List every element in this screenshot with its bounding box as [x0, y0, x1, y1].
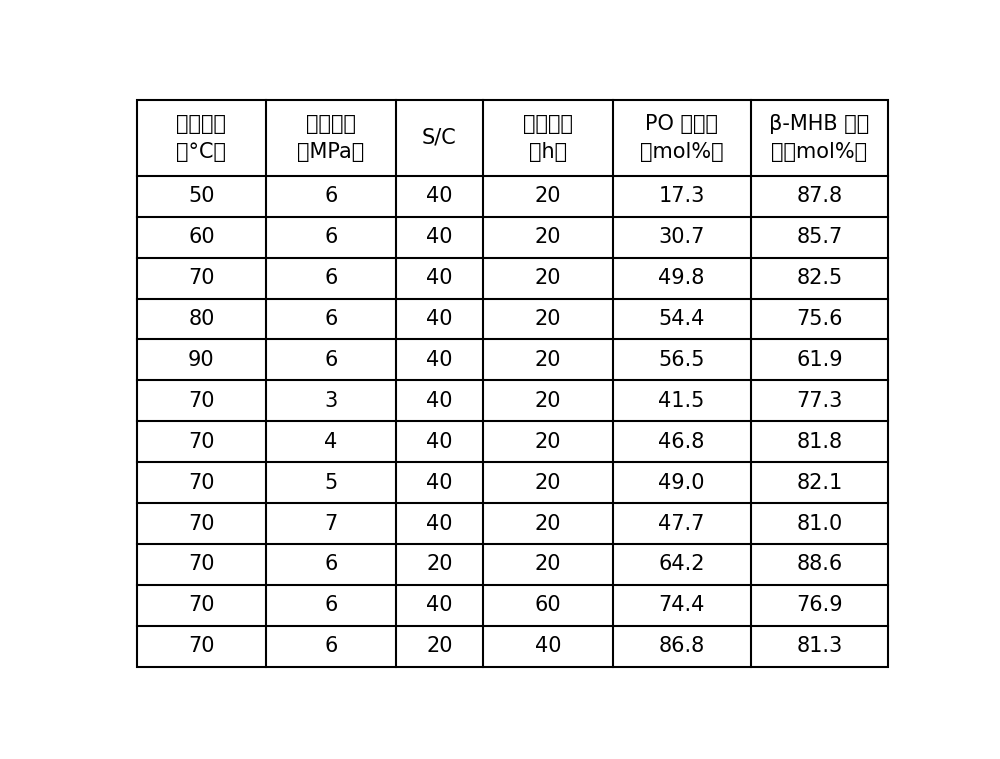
Text: 70: 70	[188, 636, 215, 657]
Text: 82.1: 82.1	[796, 473, 843, 493]
Text: 4: 4	[324, 432, 337, 452]
Text: 6: 6	[324, 555, 338, 575]
Text: 20: 20	[535, 432, 561, 452]
Text: 60: 60	[535, 595, 561, 616]
Text: 56.5: 56.5	[658, 350, 705, 370]
Text: 77.3: 77.3	[796, 391, 843, 411]
Text: 81.8: 81.8	[796, 432, 843, 452]
Text: 17.3: 17.3	[658, 186, 705, 206]
Text: 20: 20	[535, 473, 561, 493]
Text: 20: 20	[535, 309, 561, 329]
Text: 90: 90	[188, 350, 215, 370]
Text: 40: 40	[426, 227, 453, 247]
Text: 81.3: 81.3	[796, 636, 843, 657]
Text: 70: 70	[188, 555, 215, 575]
Text: 70: 70	[188, 595, 215, 616]
Text: 41.5: 41.5	[658, 391, 705, 411]
Text: 20: 20	[426, 555, 453, 575]
Text: 47.7: 47.7	[658, 514, 705, 534]
Text: 40: 40	[426, 514, 453, 534]
Text: 20: 20	[535, 350, 561, 370]
Text: 40: 40	[426, 473, 453, 493]
Text: 49.0: 49.0	[658, 473, 705, 493]
Text: 3: 3	[324, 391, 337, 411]
Text: 82.5: 82.5	[796, 268, 843, 288]
Text: 88.6: 88.6	[796, 555, 843, 575]
Text: 87.8: 87.8	[796, 186, 843, 206]
Text: 70: 70	[188, 514, 215, 534]
Text: 30.7: 30.7	[658, 227, 705, 247]
Text: 54.4: 54.4	[658, 309, 705, 329]
Text: 80: 80	[188, 309, 215, 329]
Text: 反应压力
（MPa）: 反应压力 （MPa）	[297, 114, 364, 162]
Text: 49.8: 49.8	[658, 268, 705, 288]
Text: 反应温度
（°C）: 反应温度 （°C）	[176, 114, 226, 162]
Text: 5: 5	[324, 473, 337, 493]
Text: 76.9: 76.9	[796, 595, 843, 616]
Text: 6: 6	[324, 595, 338, 616]
Text: 6: 6	[324, 350, 338, 370]
Text: 46.8: 46.8	[658, 432, 705, 452]
Text: 20: 20	[535, 227, 561, 247]
Text: 6: 6	[324, 227, 338, 247]
Text: 70: 70	[188, 391, 215, 411]
Text: 40: 40	[426, 350, 453, 370]
Text: 70: 70	[188, 432, 215, 452]
Text: 40: 40	[426, 186, 453, 206]
Text: 85.7: 85.7	[796, 227, 843, 247]
Text: 40: 40	[426, 595, 453, 616]
Text: β-MHB 选择
性（mol%）: β-MHB 选择 性（mol%）	[769, 114, 870, 162]
Text: 20: 20	[535, 555, 561, 575]
Text: 74.4: 74.4	[658, 595, 705, 616]
Text: 6: 6	[324, 186, 338, 206]
Text: 20: 20	[535, 186, 561, 206]
Text: 7: 7	[324, 514, 337, 534]
Text: 50: 50	[188, 186, 215, 206]
Text: 6: 6	[324, 268, 338, 288]
Text: 40: 40	[535, 636, 561, 657]
Text: 75.6: 75.6	[796, 309, 843, 329]
Text: 6: 6	[324, 309, 338, 329]
Text: 64.2: 64.2	[658, 555, 705, 575]
Text: 70: 70	[188, 268, 215, 288]
Text: 20: 20	[535, 268, 561, 288]
Text: S/C: S/C	[422, 128, 457, 148]
Text: PO 转化率
（mol%）: PO 转化率 （mol%）	[640, 114, 723, 162]
Text: 60: 60	[188, 227, 215, 247]
Text: 40: 40	[426, 432, 453, 452]
Text: 70: 70	[188, 473, 215, 493]
Text: 40: 40	[426, 268, 453, 288]
Text: 20: 20	[535, 514, 561, 534]
Text: 61.9: 61.9	[796, 350, 843, 370]
Text: 40: 40	[426, 391, 453, 411]
Text: 20: 20	[535, 391, 561, 411]
Text: 86.8: 86.8	[659, 636, 705, 657]
Text: 40: 40	[426, 309, 453, 329]
Text: 20: 20	[426, 636, 453, 657]
Text: 6: 6	[324, 636, 338, 657]
Text: 反应时间
（h）: 反应时间 （h）	[523, 114, 573, 162]
Text: 81.0: 81.0	[796, 514, 843, 534]
